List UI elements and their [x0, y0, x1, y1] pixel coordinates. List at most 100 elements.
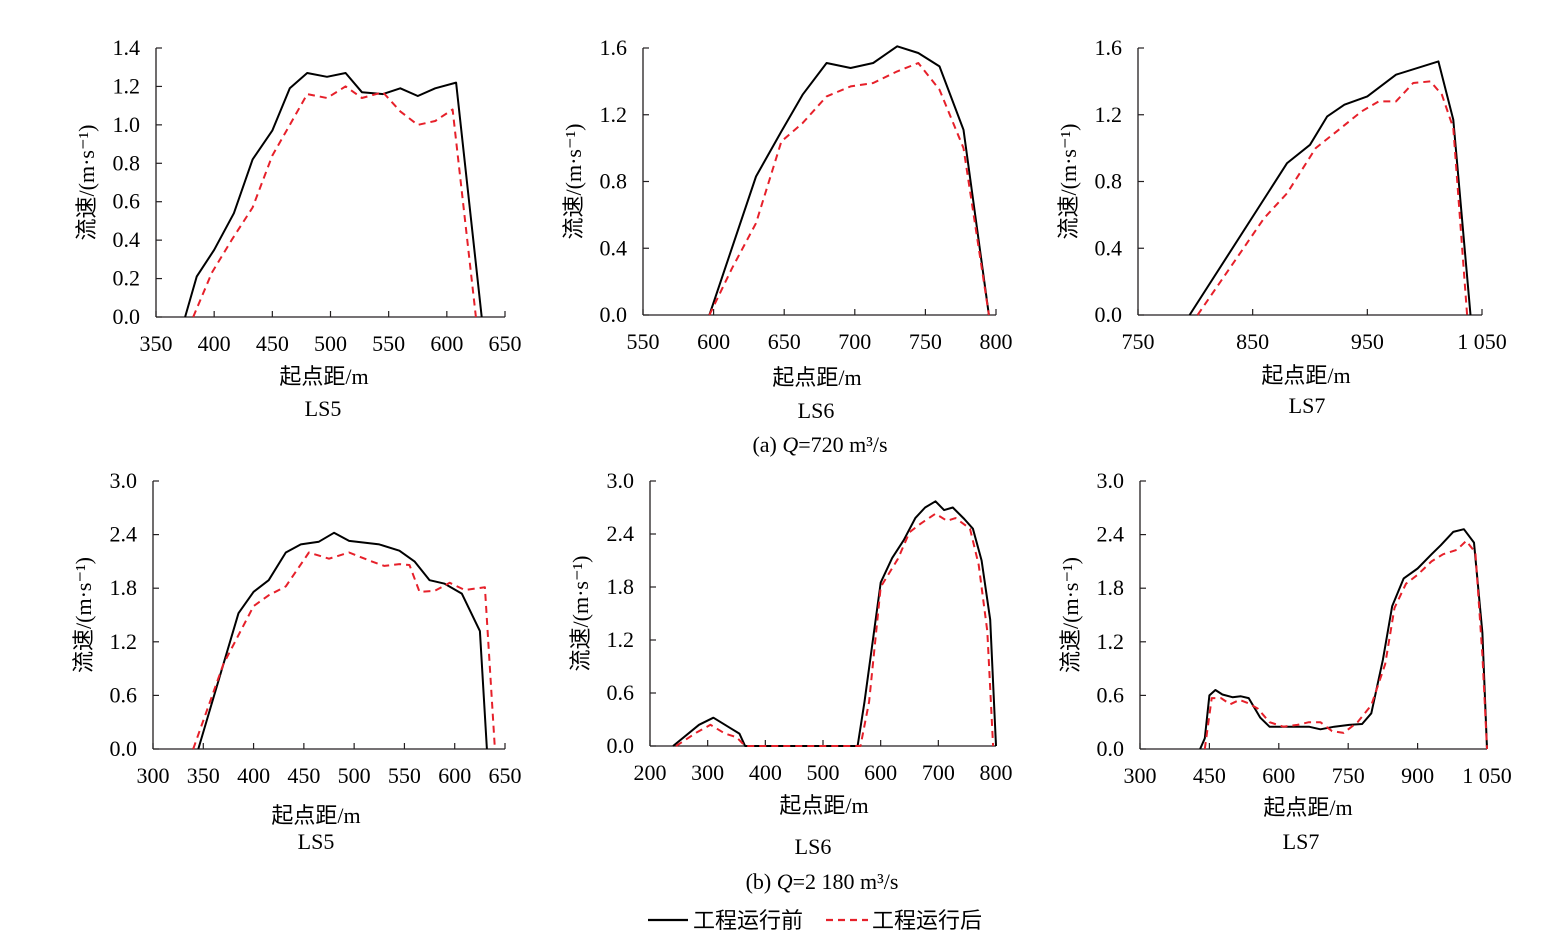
y-tick-label: 1.2 — [1095, 102, 1123, 127]
series-line-before — [1199, 528, 1488, 750]
x-tick-label: 500 — [314, 331, 347, 356]
x-tick-label: 550 — [388, 763, 421, 788]
x-tick-label: 450 — [287, 763, 320, 788]
legend-after-label: 工程运行后 — [872, 908, 982, 933]
series-line-after — [1203, 539, 1488, 750]
y-axis-label: 流速/(m·s⁻¹) — [568, 556, 593, 672]
y-tick-label: 1.0 — [113, 112, 141, 137]
y-tick-label: 0.4 — [1095, 235, 1123, 260]
x-tick-label: 450 — [1193, 763, 1226, 788]
chart-subtitle: LS5 — [298, 829, 335, 854]
y-tick-label: 1.8 — [110, 575, 138, 600]
chart-subtitle: LS7 — [1289, 393, 1326, 418]
y-tick-label: 1.4 — [113, 35, 141, 60]
panel-a-caption: (a) Q=720 m³/s — [752, 432, 887, 457]
x-tick-label: 600 — [438, 763, 471, 788]
series-line-before — [1188, 60, 1472, 316]
y-axis-label: 流速/(m·s⁻¹) — [71, 557, 96, 673]
x-axis-label: 起点距/m — [772, 365, 861, 390]
y-tick-label: 0.0 — [1095, 302, 1123, 327]
x-tick-label: 450 — [256, 331, 289, 356]
y-tick-label: 0.8 — [600, 169, 628, 194]
series-line-after — [675, 512, 995, 747]
series-line-after — [1196, 80, 1469, 316]
x-tick-label: 600 — [1262, 763, 1295, 788]
x-tick-label: 650 — [489, 331, 522, 356]
chart-2: 0.0 0.4 0.8 1.2 1.6 550 600 650 700 750 800 起点距/m 流速… — [561, 35, 1013, 423]
x-tick-label: 650 — [489, 763, 522, 788]
x-tick-label: 750 — [1332, 763, 1365, 788]
y-axis-label: 流速/(m·s⁻¹) — [1056, 124, 1081, 240]
chart-6: 0.0 0.6 1.2 1.8 2.4 3.0 300 450 600 750 900 1 050 起点… — [1058, 468, 1512, 854]
x-tick-label: 500 — [338, 763, 371, 788]
chart-subtitle: LS5 — [305, 396, 342, 421]
legend: 工程运行前 工程运行后 — [648, 908, 982, 933]
y-axis-label: 流速/(m·s⁻¹) — [74, 125, 99, 241]
x-tick-label: 300 — [1124, 763, 1157, 788]
x-tick-label: 300 — [137, 763, 170, 788]
series-line-before — [197, 531, 488, 750]
x-tick-label: 600 — [697, 329, 730, 354]
x-tick-label: 400 — [749, 760, 782, 785]
y-axis-label: 流速/(m·s⁻¹) — [561, 124, 586, 240]
x-tick-label: 350 — [187, 763, 220, 788]
y-tick-label: 1.2 — [607, 627, 635, 652]
y-tick-label: 1.2 — [1097, 629, 1125, 654]
x-axis-label: 起点距/m — [1261, 363, 1350, 388]
legend-before-label: 工程运行前 — [693, 908, 803, 933]
x-tick-label: 350 — [140, 331, 173, 356]
y-axis-label: 流速/(m·s⁻¹) — [1058, 557, 1083, 673]
y-tick-label: 3.0 — [1097, 468, 1125, 493]
series-line-after — [192, 551, 496, 750]
y-tick-label: 0.0 — [113, 304, 141, 329]
x-tick-label: 600 — [430, 331, 463, 356]
y-tick-label: 1.2 — [113, 73, 141, 98]
y-tick-label: 0.0 — [110, 736, 138, 761]
x-tick-label: 400 — [237, 763, 270, 788]
y-tick-label: 3.0 — [607, 468, 635, 493]
x-tick-label: 200 — [634, 760, 667, 785]
x-tick-label: 550 — [627, 329, 660, 354]
y-tick-label: 2.4 — [607, 521, 635, 546]
y-tick-label: 1.8 — [607, 574, 635, 599]
x-tick-label: 900 — [1401, 763, 1434, 788]
x-tick-label: 800 — [980, 760, 1013, 785]
y-tick-label: 0.0 — [607, 733, 635, 758]
x-axis-label: 起点距/m — [1263, 795, 1352, 820]
series-line-after — [708, 62, 990, 316]
x-tick-label: 800 — [980, 329, 1013, 354]
x-tick-label: 400 — [198, 331, 231, 356]
x-tick-label: 1 050 — [1462, 763, 1512, 788]
y-tick-label: 2.4 — [1097, 522, 1125, 547]
chart-subtitle: LS7 — [1283, 829, 1320, 854]
y-tick-label: 0.8 — [1095, 169, 1123, 194]
y-tick-label: 1.6 — [600, 35, 628, 60]
chart-subtitle: LS6 — [795, 834, 832, 859]
x-tick-label: 1 050 — [1457, 329, 1507, 354]
x-tick-label: 950 — [1351, 329, 1384, 354]
y-tick-label: 0.6 — [113, 189, 141, 214]
y-tick-label: 0.2 — [113, 266, 141, 291]
chart-4: 0.0 0.6 1.2 1.8 2.4 3.0 300 350 400 450 500 550 600 6… — [71, 468, 522, 854]
chart-subtitle: LS6 — [798, 398, 835, 423]
x-tick-label: 300 — [691, 760, 724, 785]
series-line-before — [708, 45, 990, 316]
series-line-before — [184, 72, 483, 318]
x-tick-label: 550 — [372, 331, 405, 356]
y-tick-label: 0.6 — [110, 682, 138, 707]
y-tick-label: 0.4 — [113, 227, 141, 252]
x-tick-label: 500 — [807, 760, 840, 785]
panel-b-caption: (b) Q=2 180 m³/s — [746, 869, 899, 894]
y-tick-label: 0.4 — [600, 235, 628, 260]
series-line-after — [192, 85, 477, 318]
chart-3: 0.0 0.4 0.8 1.2 1.6 750 850 950 1 050 起点距/m 流速/(m·… — [1056, 35, 1507, 418]
y-tick-label: 1.2 — [110, 629, 138, 654]
x-axis-label: 起点距/m — [279, 364, 368, 389]
x-tick-label: 650 — [768, 329, 801, 354]
x-tick-label: 850 — [1236, 329, 1269, 354]
x-axis-label: 起点距/m — [271, 803, 360, 828]
y-tick-label: 1.2 — [600, 102, 628, 127]
y-tick-label: 0.8 — [113, 150, 141, 175]
x-tick-label: 700 — [838, 329, 871, 354]
